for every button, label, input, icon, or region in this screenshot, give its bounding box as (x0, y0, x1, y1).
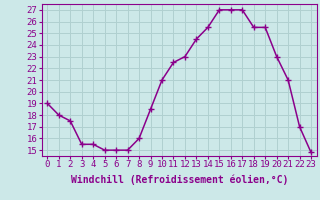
X-axis label: Windchill (Refroidissement éolien,°C): Windchill (Refroidissement éolien,°C) (70, 175, 288, 185)
